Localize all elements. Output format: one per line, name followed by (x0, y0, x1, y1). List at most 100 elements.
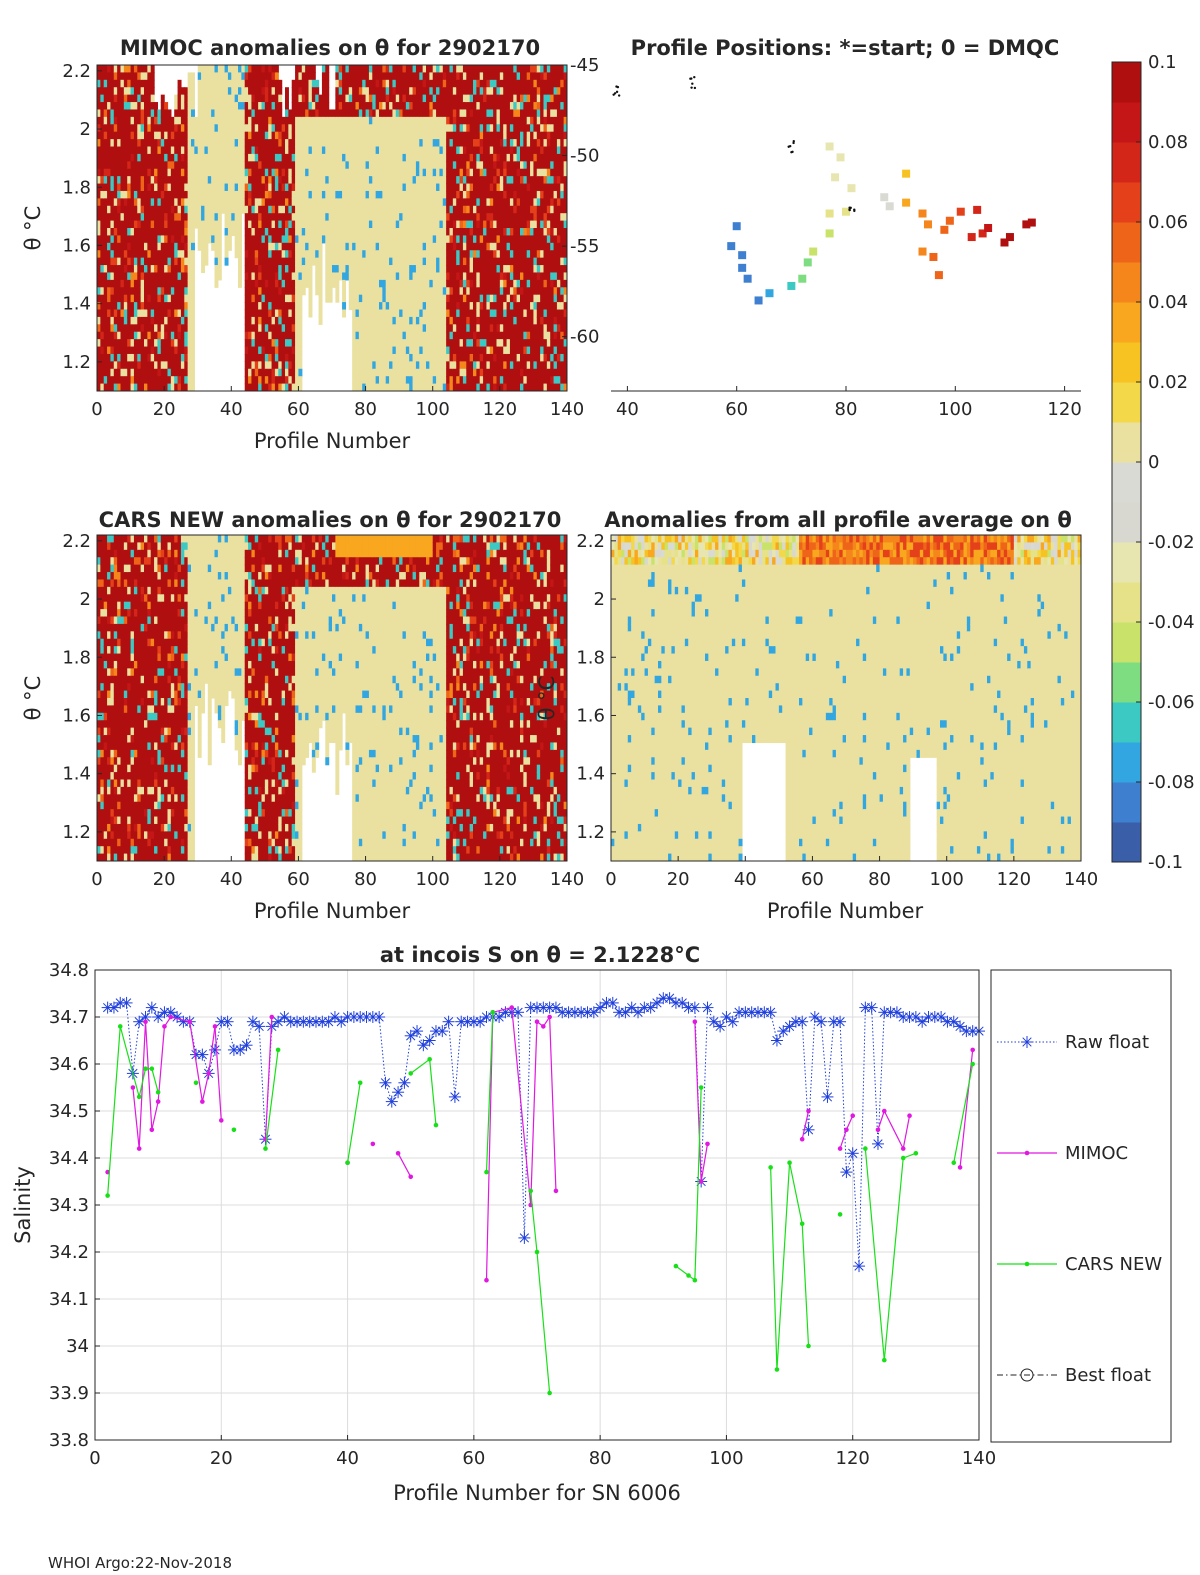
heat-cell (248, 146, 253, 155)
heat-cell (214, 272, 219, 281)
heat-cell (311, 220, 316, 229)
heat-cell (452, 242, 457, 251)
heat-cell (110, 109, 115, 118)
heat-cell (365, 190, 370, 199)
heat-cell (157, 109, 162, 118)
heat-cell (107, 368, 112, 377)
heat-cell (506, 242, 511, 251)
heat-cell (264, 265, 269, 274)
heat-cell (187, 168, 192, 177)
heat-cell (389, 213, 394, 222)
heat-cell (399, 109, 404, 118)
heat-cell (234, 190, 239, 199)
heat-cell (399, 102, 404, 111)
heat-cell (372, 153, 377, 162)
heat-cell (462, 109, 467, 118)
heat-cell (446, 109, 451, 118)
heat-cell (506, 94, 511, 103)
heat-cell (493, 87, 498, 96)
heat-cell (439, 228, 444, 237)
heat-cell (305, 176, 310, 185)
heat-cell (133, 309, 138, 318)
heat-cell (345, 116, 350, 125)
heat-cell (412, 139, 417, 148)
heat-cell (311, 94, 316, 103)
heat-cell (271, 183, 276, 192)
heat-cell (174, 287, 179, 296)
heat-cell (211, 205, 216, 214)
heat-cell (120, 183, 125, 192)
heat-cell (412, 324, 417, 333)
heat-cell (130, 250, 135, 259)
heat-cell (402, 116, 407, 125)
heat-cell (426, 302, 430, 311)
heat-cell (446, 116, 451, 125)
heat-cell (422, 272, 427, 281)
heat-cell (120, 65, 125, 74)
heat-cell (231, 153, 236, 162)
heat-cell (97, 109, 101, 118)
heat-cell (325, 272, 330, 281)
heat-cell (113, 190, 118, 199)
heat-cell (395, 353, 400, 362)
heat-cell (298, 116, 303, 125)
heat-cell (241, 131, 246, 140)
heat-cell (442, 383, 447, 391)
heat-cell (432, 316, 437, 325)
heat-cell (241, 72, 246, 81)
heat-cell (459, 376, 464, 385)
heat-cell (395, 213, 400, 222)
heat-cell (248, 87, 253, 96)
heat-cell (191, 257, 195, 266)
heat-cell (385, 376, 390, 385)
heat-cell (426, 376, 430, 385)
heat-cell (127, 102, 132, 111)
heat-cell (271, 309, 276, 318)
heat-cell (355, 250, 360, 259)
heat-cell (395, 265, 400, 274)
heat-cell (164, 146, 169, 155)
heat-cell (352, 257, 357, 266)
heat-cell (358, 346, 363, 355)
heat-cell (368, 153, 373, 162)
heat-cell (358, 353, 363, 362)
heat-cell (489, 190, 494, 199)
heat-cell (389, 272, 394, 281)
heat-cell (187, 139, 192, 148)
heat-cell (150, 242, 155, 251)
heat-cell (368, 116, 373, 125)
heat-cell (264, 294, 269, 303)
heat-cell (352, 176, 357, 185)
heat-cell (144, 287, 148, 296)
heat-cell (493, 376, 498, 385)
heat-cell (268, 79, 273, 88)
heat-cell (399, 257, 404, 266)
heat-cell (459, 198, 464, 207)
heat-cell (392, 198, 397, 207)
heat-cell (382, 161, 387, 170)
heat-cell (197, 213, 202, 222)
heat-cell (429, 353, 434, 362)
heat-cell (191, 383, 195, 391)
heat-cell (137, 302, 142, 311)
heat-cell (473, 257, 477, 266)
heat-cell (399, 376, 404, 385)
heat-cell (422, 279, 427, 288)
heat-cell (315, 235, 320, 244)
heat-cell (268, 94, 273, 103)
heat-cell (415, 353, 420, 362)
heat-cell (187, 213, 192, 222)
heat-cell (271, 242, 276, 251)
heat-cell (426, 316, 430, 325)
heat-cell (412, 368, 417, 377)
heat-cell (271, 72, 276, 81)
heat-cell (496, 168, 501, 177)
heat-cell (489, 361, 494, 370)
heat-cell (409, 72, 414, 81)
heat-cell (100, 102, 105, 111)
heat-cell (389, 109, 394, 118)
heat-cell (234, 94, 239, 103)
heat-cell (489, 87, 494, 96)
heat-cell (251, 287, 256, 296)
heat-cell (288, 220, 293, 229)
